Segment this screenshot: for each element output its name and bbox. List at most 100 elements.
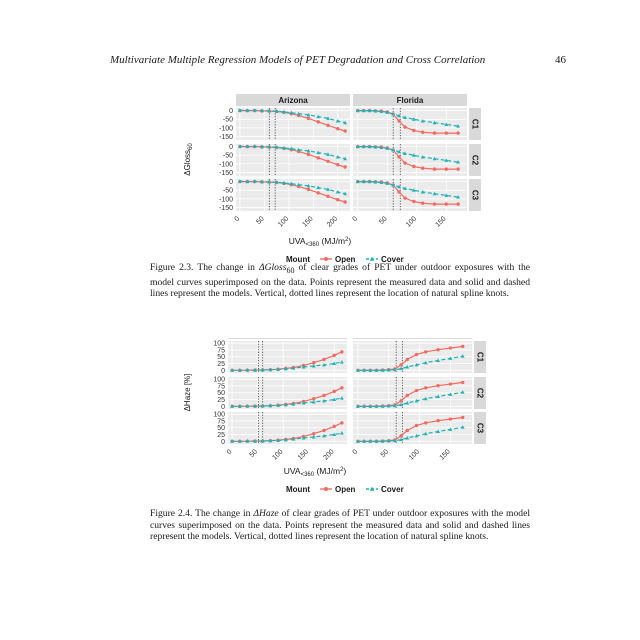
data-point-cover: [411, 188, 416, 192]
data-point-cover: [316, 150, 321, 155]
data-point-open: [326, 194, 330, 198]
data-point-open: [436, 383, 440, 388]
haze-faceted-chart: ArizonaFloridaC1C2C310075502501007550250…: [183, 338, 486, 494]
x-axis-title-unit-end: ): [343, 466, 346, 476]
data-point-cover: [423, 360, 428, 365]
data-point-cover: [339, 431, 344, 435]
data-point-cover: [444, 122, 449, 126]
y-tick-label: 25: [217, 432, 225, 439]
data-point-cover: [282, 109, 286, 114]
caption-symbol: ΔHaze: [253, 508, 279, 519]
data-point-cover: [460, 354, 465, 358]
data-point-cover: [289, 110, 294, 115]
data-point-cover: [355, 144, 360, 149]
y-tick-label: -150: [219, 170, 233, 177]
data-point-open: [420, 130, 425, 134]
legend-key-marker-cover: [369, 486, 375, 491]
data-point-cover: [316, 185, 321, 190]
y-tick-label: -100: [219, 161, 233, 168]
data-point-open: [397, 190, 401, 194]
facet-strip-florida: [353, 94, 467, 106]
data-point-cover: [316, 114, 321, 119]
data-point-cover: [356, 404, 360, 408]
data-point-open: [322, 357, 326, 362]
caption-text-lead: The change in: [195, 508, 254, 519]
data-point-cover: [335, 154, 340, 159]
data-point-open: [448, 382, 453, 386]
y-tick-label: -100: [219, 196, 233, 203]
data-point-open: [405, 357, 409, 362]
x-axis-title-main: UVA: [284, 466, 301, 476]
data-point-cover: [448, 427, 453, 431]
data-point-cover: [274, 145, 279, 149]
y-tick-label: -100: [219, 125, 233, 132]
data-point-cover: [460, 425, 465, 429]
y-tick-label: -50: [223, 188, 233, 195]
x-axis-title-unit: (MJ/m: [314, 466, 340, 476]
data-point-cover: [253, 368, 257, 372]
y-tick-label: 0: [221, 368, 225, 375]
y-tick-label: 0: [229, 108, 233, 115]
data-point-cover: [289, 181, 294, 186]
y-axis-title: ΔHaze [%]: [183, 374, 192, 412]
data-point-open: [461, 344, 465, 349]
data-point-cover: [245, 144, 250, 149]
data-point-cover: [373, 179, 378, 184]
data-point-cover: [237, 404, 242, 408]
data-point-cover: [296, 111, 301, 116]
legend-key-marker-cover: [369, 256, 375, 261]
data-point-cover: [460, 390, 465, 394]
data-point-cover: [411, 153, 416, 157]
data-point-cover: [335, 189, 340, 194]
y-tick-label: -50: [223, 153, 233, 160]
data-point-open: [312, 396, 316, 401]
data-point-cover: [403, 186, 407, 191]
row-strip-c2: [469, 144, 481, 176]
data-point-cover: [274, 109, 279, 113]
data-point-cover: [253, 439, 257, 443]
data-point-cover: [289, 146, 294, 151]
data-point-cover: [386, 368, 391, 372]
data-point-cover: [397, 184, 401, 189]
data-point-open: [405, 393, 409, 398]
data-point-cover: [444, 193, 449, 197]
data-point-cover: [380, 404, 385, 408]
facet-label-florida: Florida: [397, 96, 424, 105]
y-tick-label: 0: [229, 179, 233, 186]
y-tick-label: -150: [219, 205, 233, 212]
data-point-cover: [355, 179, 360, 184]
data-point-cover: [393, 403, 397, 408]
data-point-cover: [260, 144, 264, 149]
data-point-cover: [253, 404, 257, 408]
data-point-cover: [361, 144, 366, 149]
data-point-cover: [444, 158, 449, 162]
data-point-cover: [343, 191, 348, 196]
series-line-cover: [239, 180, 346, 195]
data-point-cover: [393, 438, 397, 443]
data-point-open: [343, 129, 347, 133]
caption-text-lead: The change in: [197, 262, 259, 273]
data-point-cover: [245, 439, 250, 443]
caption-symbol: ΔGloss: [258, 262, 287, 273]
x-tick-label: 50: [255, 215, 266, 226]
data-point-open: [316, 120, 320, 124]
data-point-cover: [405, 436, 410, 440]
data-point-cover: [343, 156, 348, 161]
data-point-open: [424, 386, 428, 390]
x-tick-label: 100: [405, 215, 418, 228]
data-point-cover: [291, 366, 296, 370]
data-point-cover: [268, 367, 273, 372]
data-point-open: [414, 352, 419, 357]
data-point-cover: [339, 360, 344, 364]
data-point-cover: [414, 398, 419, 403]
data-point-cover: [326, 187, 330, 191]
y-axis-title-main: ΔHaze [%]: [183, 374, 192, 412]
x-axis-title-main: UVA: [289, 236, 306, 246]
data-point-open: [336, 163, 340, 167]
row-strip-c1: [469, 108, 481, 140]
data-point-cover: [397, 113, 401, 118]
facet-strip-arizona: [228, 338, 347, 339]
data-point-cover: [379, 109, 384, 113]
x-tick-label: 50: [249, 448, 260, 459]
legend-title: Mount: [286, 485, 310, 494]
